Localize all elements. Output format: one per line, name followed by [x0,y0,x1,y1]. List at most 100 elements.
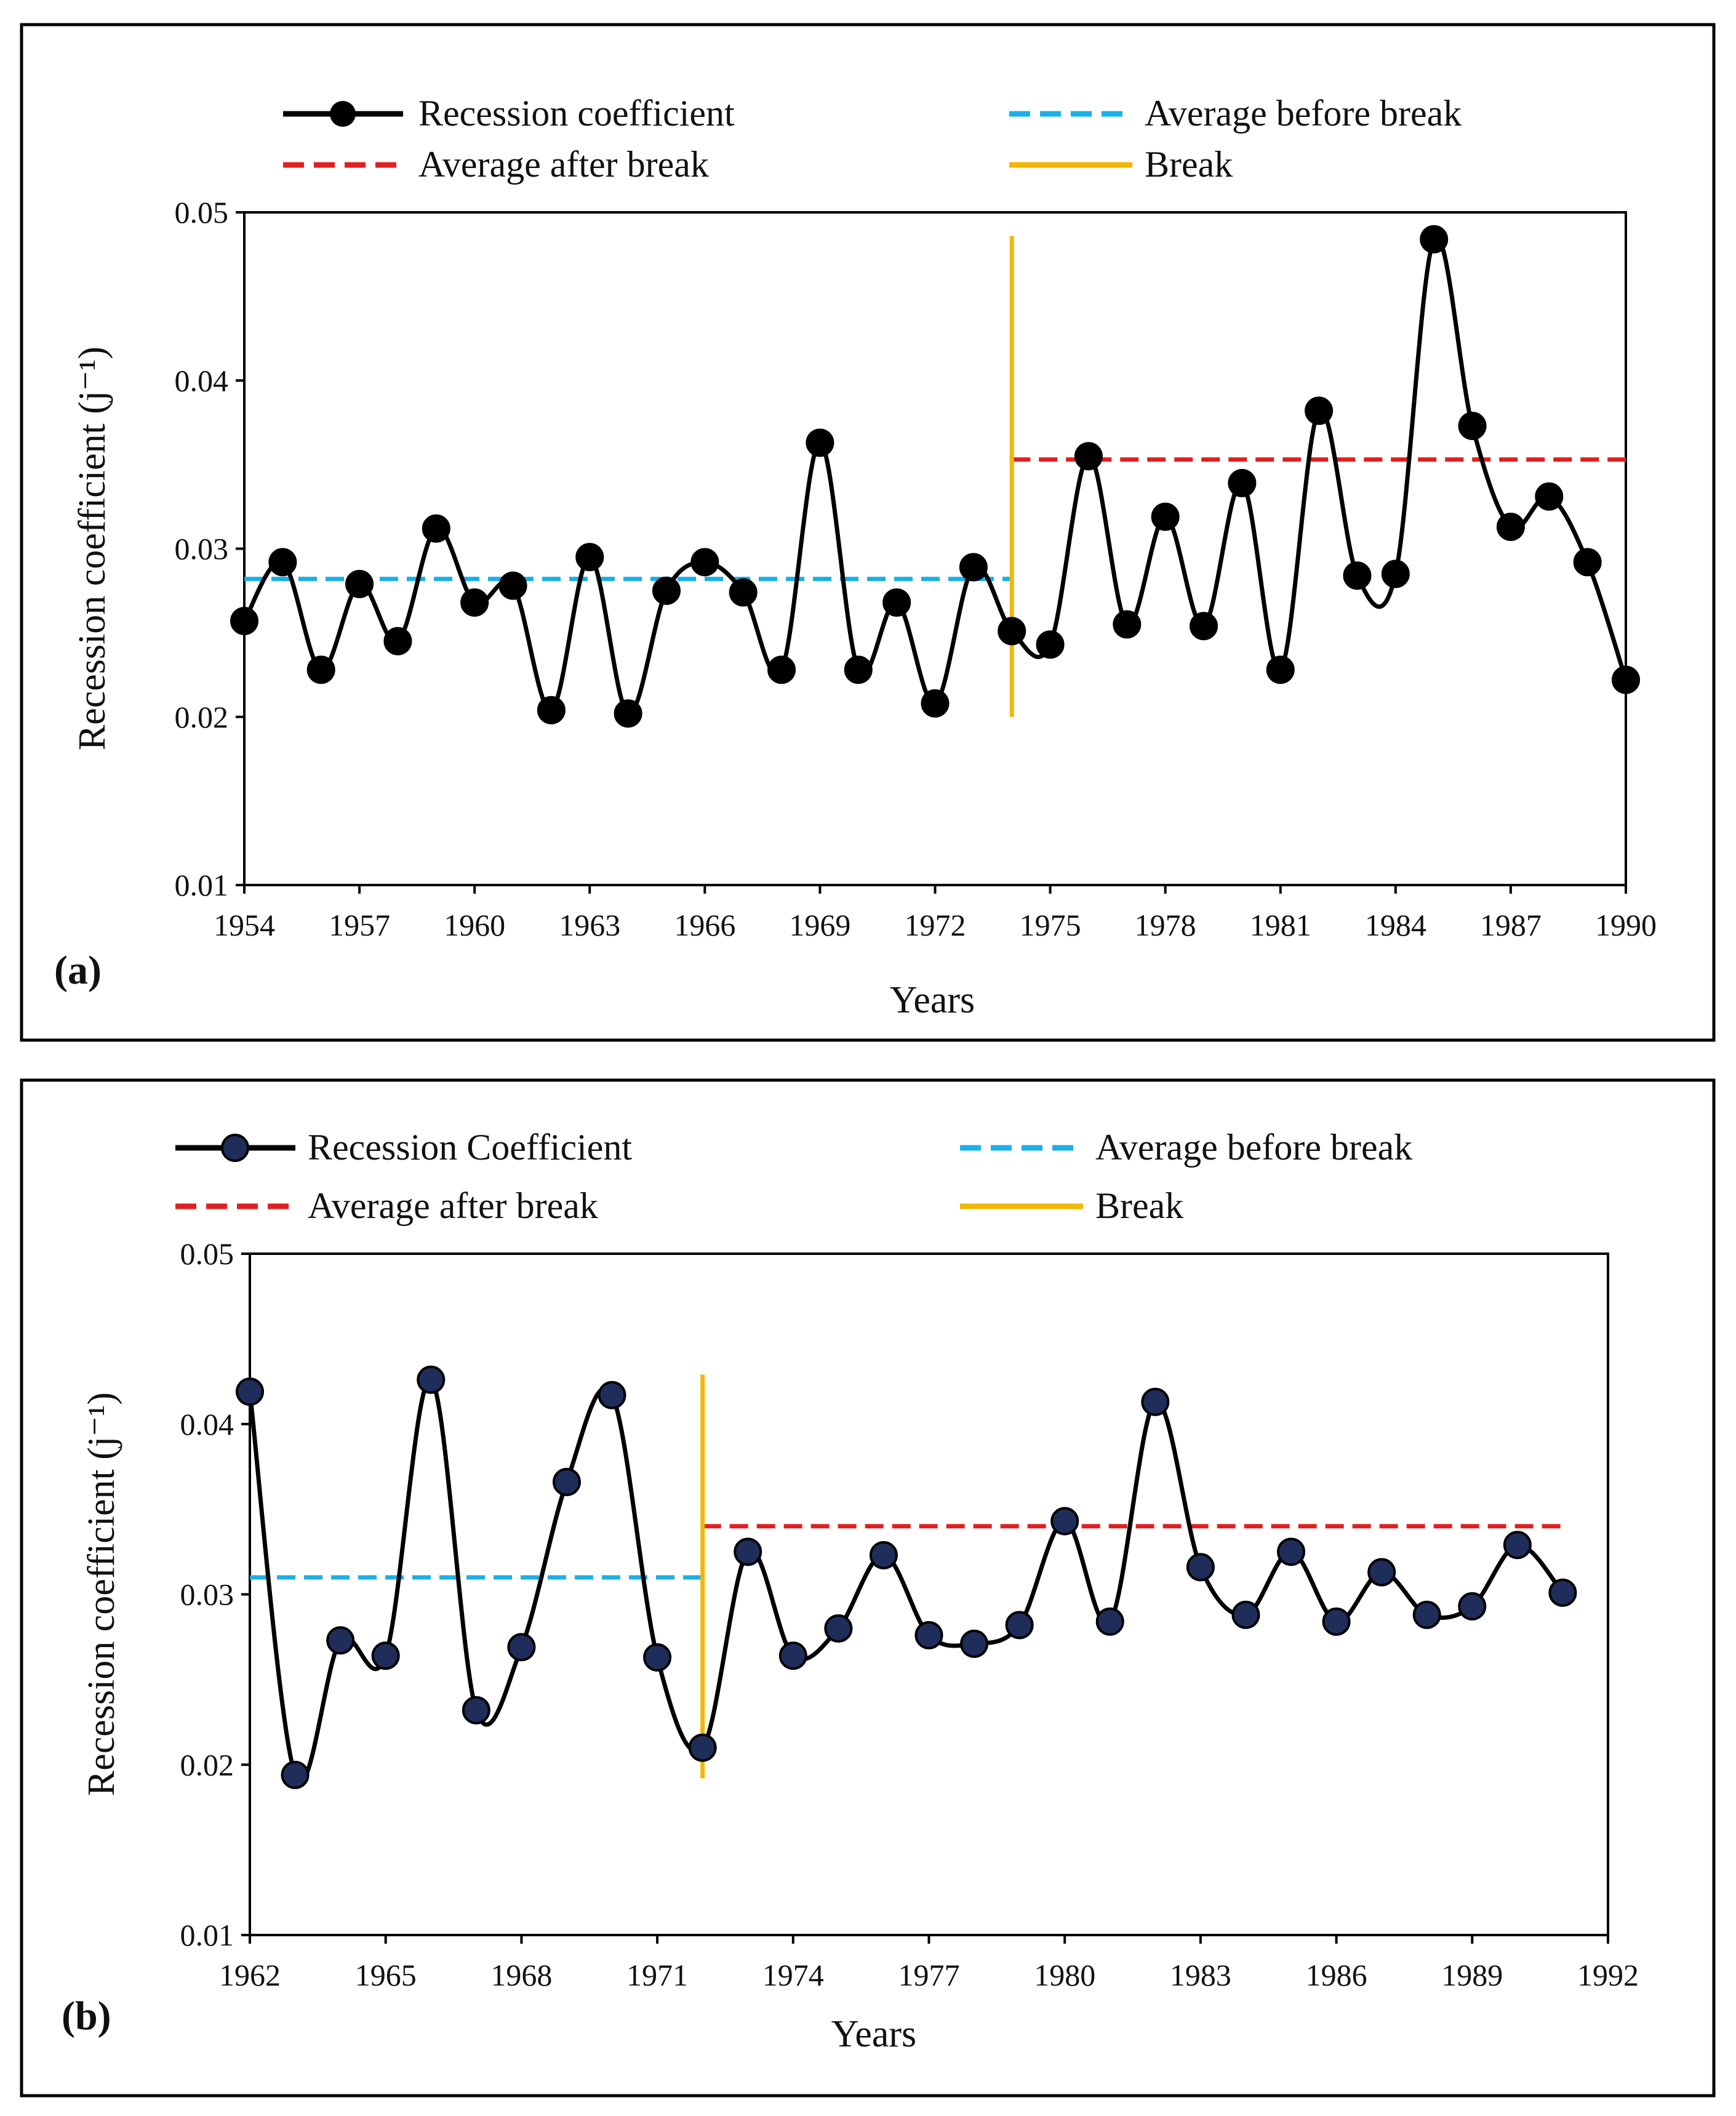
data-point [652,576,681,605]
data-point [281,1760,310,1789]
data-point [882,588,911,617]
x-tick-label: 1965 [355,1958,417,1992]
data-point [1381,559,1410,588]
legend-a-avg-after-label: Average after break [418,144,709,185]
x-tick-label: 1972 [905,908,966,942]
legend-b-avg-before-label: Average before break [1095,1127,1412,1168]
x-tick-label: 1957 [329,908,390,942]
data-point [1612,665,1640,694]
data-point [1367,1558,1396,1587]
panel-b-y-axis: 0.01 0.02 0.03 0.04 0.05 [180,1236,250,1952]
data-point [383,627,412,655]
data-point [417,1365,446,1394]
data-point [1141,1387,1170,1416]
data-point [1322,1607,1351,1636]
panel-b-x-axis: 1962 1965 1968 1971 1974 1977 1980 1983 1986 1989… [219,1935,1639,1992]
panel-b-y-axis-title: Recession coefficient (j⁻¹) [81,1392,122,1796]
x-tick-label: 1974 [762,1958,824,1992]
data-point [268,548,297,577]
data-point [806,428,834,457]
x-tick-label: 1986 [1306,1958,1367,1992]
panel-b-marks [236,1365,1577,1789]
y-tick-label: 0.02 [175,700,229,734]
panel-a-legend: Recession coefficient Average before bre… [283,93,1462,185]
data-point [306,655,335,684]
data-point [371,1641,400,1670]
data-point [1277,1537,1306,1566]
data-point [690,548,719,577]
panel-b-label: (b) [62,1994,111,2038]
y-tick-label: 0.04 [180,1407,234,1441]
data-point [767,655,796,684]
legend-a-break-label: Break [1145,144,1233,185]
x-tick-label: 1984 [1365,908,1426,942]
y-tick-label: 0.03 [180,1577,234,1612]
x-tick-label: 1975 [1020,908,1081,942]
data-point [734,1537,762,1566]
data-point [614,699,642,728]
panel-a-x-axis-title: Years [890,979,975,1021]
panel-b: Recession Coefficient Average before bre… [20,1078,1716,2098]
y-tick-label: 0.04 [175,363,229,398]
data-point [688,1733,717,1762]
data-point [1050,1507,1079,1536]
x-tick-label: 1971 [626,1958,688,1992]
legend-b-series-label: Recession Coefficient [308,1127,632,1168]
data-point [575,543,604,572]
data-point [869,1541,898,1569]
data-point [844,655,873,684]
y-tick-label: 0.02 [180,1747,234,1782]
data-point [1305,396,1334,425]
y-tick-label: 0.01 [180,1918,234,1952]
data-point [778,1641,807,1670]
panel-b-frame [20,1078,1716,2098]
y-tick-label: 0.05 [175,195,229,230]
x-tick-label: 1990 [1595,908,1657,942]
legend-a-series-marker [330,101,356,127]
x-tick-label: 1977 [898,1958,960,1992]
x-tick-label: 1954 [214,908,275,942]
panel-b-x-axis-title: Years [831,2013,916,2055]
legend-b-avg-after-label: Average after break [308,1185,598,1226]
panel-a-frame [20,23,1716,1042]
data-point [1420,225,1449,254]
y-tick-label: 0.01 [175,868,229,902]
data-point [326,1626,355,1655]
legend-b-series-marker [221,1134,249,1162]
panel-a-y-axis: 0.01 0.02 0.03 0.04 0.05 [175,195,244,902]
data-point [1343,561,1372,590]
data-point [462,1696,490,1725]
panel-a-y-axis-title: Recession coefficient (j⁻¹) [71,347,113,750]
panel-a-marks [230,225,1640,728]
panel-a-x-axis: 1954 1957 1960 1963 1966 1969 1972 1975 1978 1981… [214,885,1657,942]
data-point [236,1377,264,1406]
panel-a: Recession coefficient Average before bre… [20,23,1716,1042]
data-point [422,514,450,543]
data-point [1503,1531,1532,1560]
data-point [1095,1607,1124,1636]
data-point [959,553,988,582]
x-tick-label: 1969 [789,908,850,942]
data-point [1458,412,1487,441]
data-point [824,1614,853,1643]
data-point [1412,1600,1441,1629]
data-point [598,1381,626,1409]
x-tick-label: 1980 [1034,1958,1095,1992]
x-tick-label: 1992 [1577,1958,1639,1992]
data-point [1535,482,1564,511]
legend-a-avg-before-label: Average before break [1145,93,1462,134]
data-point [460,588,489,617]
data-point [1074,442,1103,471]
data-point [1190,612,1218,641]
panel-b-legend: Recession Coefficient Average before bre… [175,1127,1412,1226]
data-point [230,606,258,635]
data-point [1036,630,1065,659]
series-line [242,234,1628,716]
y-tick-label: 0.03 [175,532,229,566]
panel-a-label: (a) [54,948,102,993]
data-point [960,1629,989,1658]
data-point [1266,655,1295,684]
data-point [998,617,1026,646]
x-tick-label: 1960 [444,908,505,942]
